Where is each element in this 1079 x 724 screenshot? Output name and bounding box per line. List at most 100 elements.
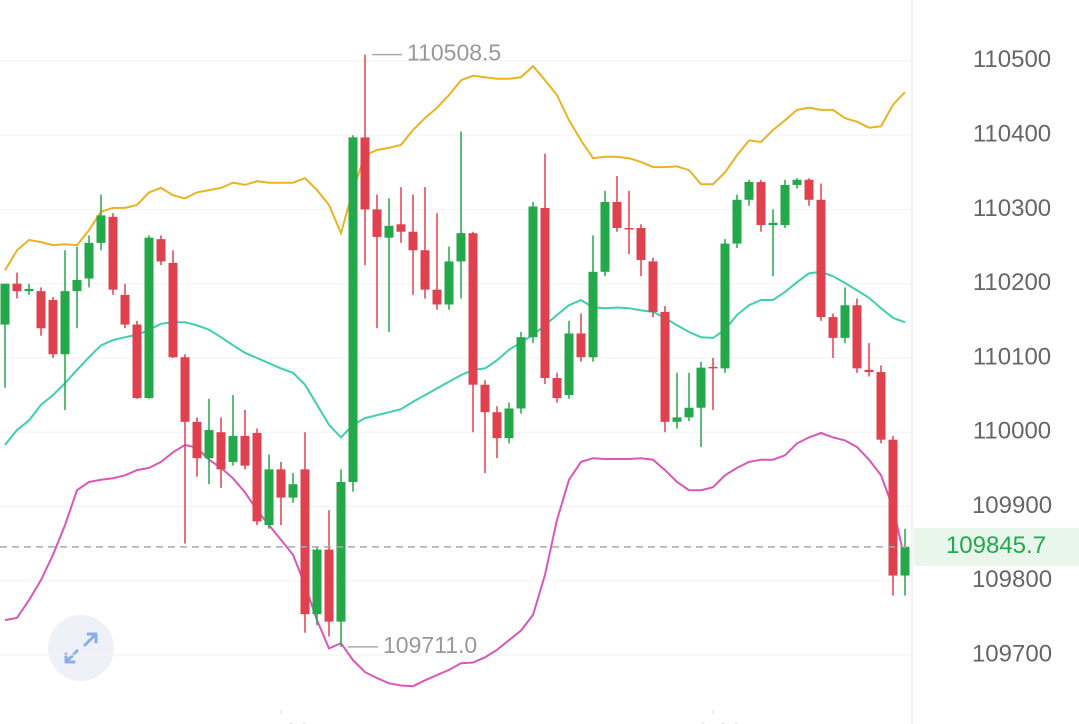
candle-body <box>804 179 814 200</box>
candle-body <box>384 225 394 238</box>
marker-label: 110508.5 <box>407 40 501 66</box>
candle-body <box>252 432 262 522</box>
y-tick-label: 110100 <box>973 343 1051 370</box>
candle-body <box>888 439 898 576</box>
last-price-box <box>914 527 1079 566</box>
candle-body <box>768 222 778 226</box>
candle-body <box>816 199 826 318</box>
candle-body <box>12 283 22 292</box>
expand-button-bg[interactable] <box>48 615 114 681</box>
y-tick-label: 110200 <box>973 269 1051 296</box>
candle-body <box>624 228 634 230</box>
candle-body <box>312 549 322 615</box>
candle-body <box>756 181 766 226</box>
candle-body <box>48 300 58 355</box>
y-tick-label: 110500 <box>973 46 1051 73</box>
candle-body <box>108 216 118 290</box>
expand-button[interactable] <box>48 615 114 681</box>
candle-body <box>696 367 706 408</box>
candle-body <box>660 311 670 422</box>
candle-body <box>576 333 586 358</box>
x-tick-label: 15:00 <box>251 719 311 724</box>
candle-body <box>708 366 718 369</box>
candle-body <box>828 317 838 338</box>
candle-body <box>564 333 574 396</box>
candle-body <box>672 417 682 422</box>
candle-body <box>216 432 226 470</box>
candle-body <box>0 283 10 325</box>
candle-body <box>192 421 202 459</box>
indicator-lines <box>4 64 906 688</box>
candle-body <box>360 137 370 210</box>
candle-body <box>732 199 742 244</box>
candle-body <box>600 202 610 272</box>
candle-body <box>96 215 106 243</box>
candle-body <box>612 202 622 229</box>
candle-body <box>276 469 286 498</box>
candle-body <box>504 408 514 439</box>
y-tick-label: 109700 <box>972 640 1052 667</box>
candle-body <box>288 484 298 498</box>
candle-body <box>684 407 694 418</box>
candle-body <box>780 184 790 226</box>
candle-body <box>492 412 502 439</box>
candle-body <box>180 357 190 422</box>
candle-body <box>336 481 346 622</box>
candle-body <box>636 228 646 260</box>
candle-body <box>648 261 658 312</box>
y-tick-label: 110300 <box>973 195 1051 222</box>
y-tick-label: 109900 <box>972 492 1052 519</box>
marker-label: 109711.0 <box>383 632 477 658</box>
candle-body <box>348 137 358 482</box>
candle-body <box>144 237 154 399</box>
candle-body <box>396 224 406 232</box>
x-tick-label: 18:00 <box>683 719 743 724</box>
candle-body <box>300 469 310 615</box>
candle-body <box>528 206 538 338</box>
candle-body <box>372 209 382 237</box>
candle-body <box>516 337 526 409</box>
candle-body <box>36 291 46 329</box>
candle-body <box>204 430 214 459</box>
y-tick-label: 109800 <box>972 566 1052 593</box>
candle-body <box>480 384 490 413</box>
candle-body <box>468 233 478 385</box>
candle-body <box>444 261 454 305</box>
candle-body <box>900 546 910 576</box>
candle-body <box>240 435 250 466</box>
indicator-line <box>4 270 906 446</box>
expand-icon[interactable] <box>64 632 98 664</box>
candle-body <box>864 369 874 373</box>
candle-body <box>84 242 94 279</box>
candle-body <box>876 372 886 440</box>
candle-body <box>588 271 598 358</box>
candle-body <box>720 243 730 369</box>
candle-body <box>792 179 802 185</box>
candle-body <box>228 435 238 462</box>
candle-body <box>540 207 550 379</box>
candle-body <box>24 288 34 292</box>
candle-body <box>420 250 430 290</box>
candle-body <box>156 239 166 262</box>
candle-body <box>840 305 850 338</box>
candle-body <box>168 262 178 358</box>
indicator-line <box>4 64 906 271</box>
last-price-label: 109845.7 <box>946 532 1046 559</box>
candle-body <box>408 231 418 251</box>
candle-body <box>72 279 82 292</box>
candle-body <box>552 378 562 399</box>
indicator-line <box>4 431 906 688</box>
candle-body <box>132 324 142 399</box>
candle-body <box>60 291 70 355</box>
y-tick-label: 110400 <box>973 121 1051 148</box>
candle-body <box>324 549 334 622</box>
candle-body <box>852 305 862 369</box>
y-tick-label: 110000 <box>973 418 1051 445</box>
candle-body <box>120 294 130 325</box>
candle-body <box>456 233 466 262</box>
candle-body <box>432 289 442 305</box>
candles <box>0 54 910 647</box>
